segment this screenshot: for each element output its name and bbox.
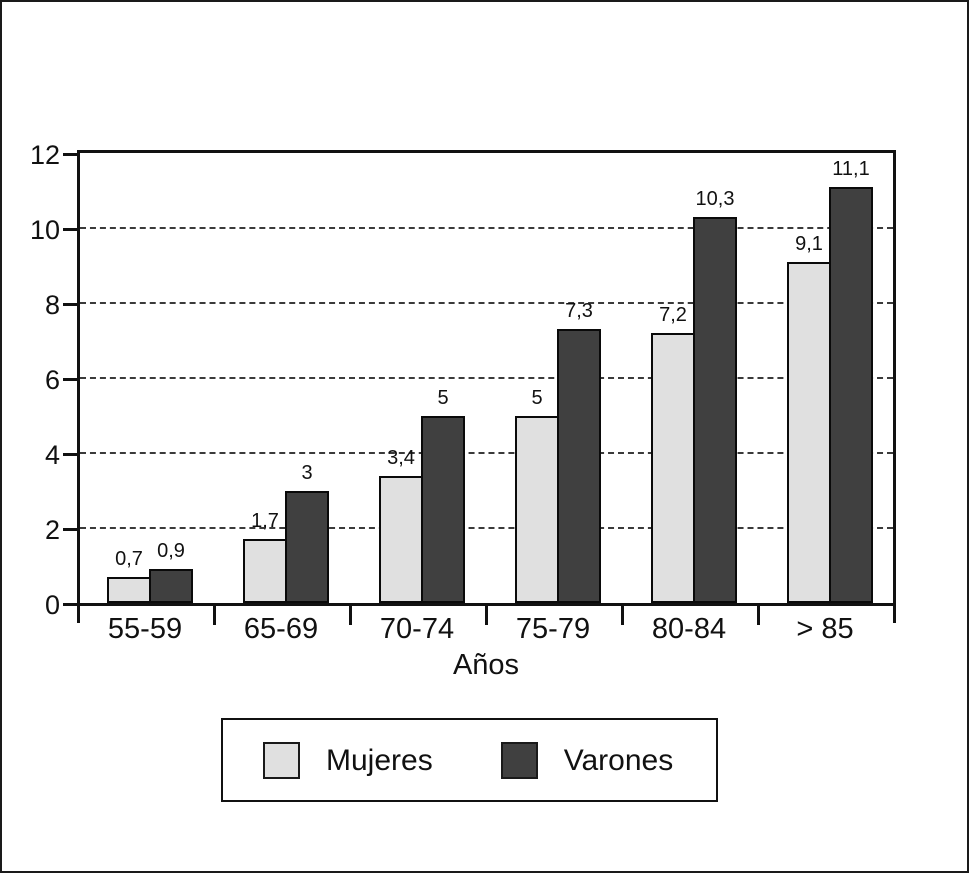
bar-mujeres-> 85 xyxy=(787,261,831,603)
y-tick-2 xyxy=(63,528,77,531)
bar-value-label: 3 xyxy=(301,461,313,484)
gridline-8 xyxy=(80,302,893,304)
gridline-2 xyxy=(80,527,893,529)
mujeres-swatch xyxy=(263,741,300,779)
gridline-6 xyxy=(80,377,893,379)
y-tick-0 xyxy=(63,603,77,606)
y-tick-8 xyxy=(63,303,77,306)
bar-value-label: 0,7 xyxy=(115,547,143,570)
bar-value-label: 11,1 xyxy=(832,157,870,180)
y-tick-label: 8 xyxy=(44,290,60,320)
x-tick-label-65-69: 65-69 xyxy=(243,613,319,645)
bar-mujeres-75-79 xyxy=(515,415,559,603)
bar-value-label: 10,3 xyxy=(695,187,735,210)
legend-label-mujeres: Mujeres xyxy=(326,743,433,777)
bar-mujeres-80-84 xyxy=(651,333,695,603)
x-group-tick xyxy=(213,605,216,625)
legend: Mujeres Varones xyxy=(221,718,718,802)
bar-value-label: 9,1 xyxy=(795,232,823,255)
x-tick-label-70-74: 70-74 xyxy=(379,613,455,645)
bar-value-label: 5 xyxy=(531,386,543,409)
gridline-4 xyxy=(80,452,893,454)
bar-mujeres-65-69 xyxy=(243,539,287,603)
y-tick-4 xyxy=(63,453,77,456)
plot-right-border xyxy=(893,150,896,623)
bar-value-label: 7,3 xyxy=(565,300,593,323)
y-tick-10 xyxy=(63,228,77,231)
bar-value-label: 5 xyxy=(437,386,449,409)
x-axis-line xyxy=(77,603,896,606)
x-group-tick xyxy=(621,605,624,625)
x-tick-label-75-79: 75-79 xyxy=(515,613,591,645)
y-tick-6 xyxy=(63,378,77,381)
y-tick-label: 0 xyxy=(44,590,60,620)
x-group-tick xyxy=(485,605,488,625)
varones-swatch xyxy=(500,741,538,779)
y-tick-label: 10 xyxy=(29,215,60,245)
x-group-tick xyxy=(757,605,760,625)
bar-value-label: 1,7 xyxy=(251,510,279,533)
y-tick-label: 6 xyxy=(44,365,60,395)
bar-varones-65-69 xyxy=(285,490,329,603)
bar-varones-> 85 xyxy=(829,186,873,603)
bar-value-label: 7,2 xyxy=(659,304,687,326)
bar-value-label: 3,4 xyxy=(387,446,415,469)
x-tick-label-80-84: 80-84 xyxy=(651,613,727,645)
bar-mujeres-55-59 xyxy=(107,576,151,603)
y-axis-line xyxy=(77,150,80,623)
x-tick-label-55-59: 55-59 xyxy=(107,613,183,645)
y-tick-label: 12 xyxy=(29,140,60,170)
x-tick-label-> 85: > 85 xyxy=(796,613,854,645)
y-tick-12 xyxy=(63,153,77,156)
y-tick-label: 4 xyxy=(44,440,60,470)
bar-mujeres-70-74 xyxy=(379,475,423,603)
bar-varones-70-74 xyxy=(421,415,465,603)
bar-varones-55-59 xyxy=(149,569,193,603)
x-axis-title: Años xyxy=(452,649,520,681)
bar-varones-75-79 xyxy=(557,329,601,603)
legend-item-varones: Varones xyxy=(500,741,674,779)
x-group-tick xyxy=(349,605,352,625)
y-tick-label: 2 xyxy=(44,515,60,545)
legend-item-mujeres: Mujeres xyxy=(263,741,433,779)
bar-value-label: 0,9 xyxy=(157,540,185,563)
legend-label-varones: Varones xyxy=(563,743,674,777)
bar-varones-80-84 xyxy=(693,216,737,603)
gridline-10 xyxy=(80,227,893,229)
plot-top-border xyxy=(77,150,896,153)
